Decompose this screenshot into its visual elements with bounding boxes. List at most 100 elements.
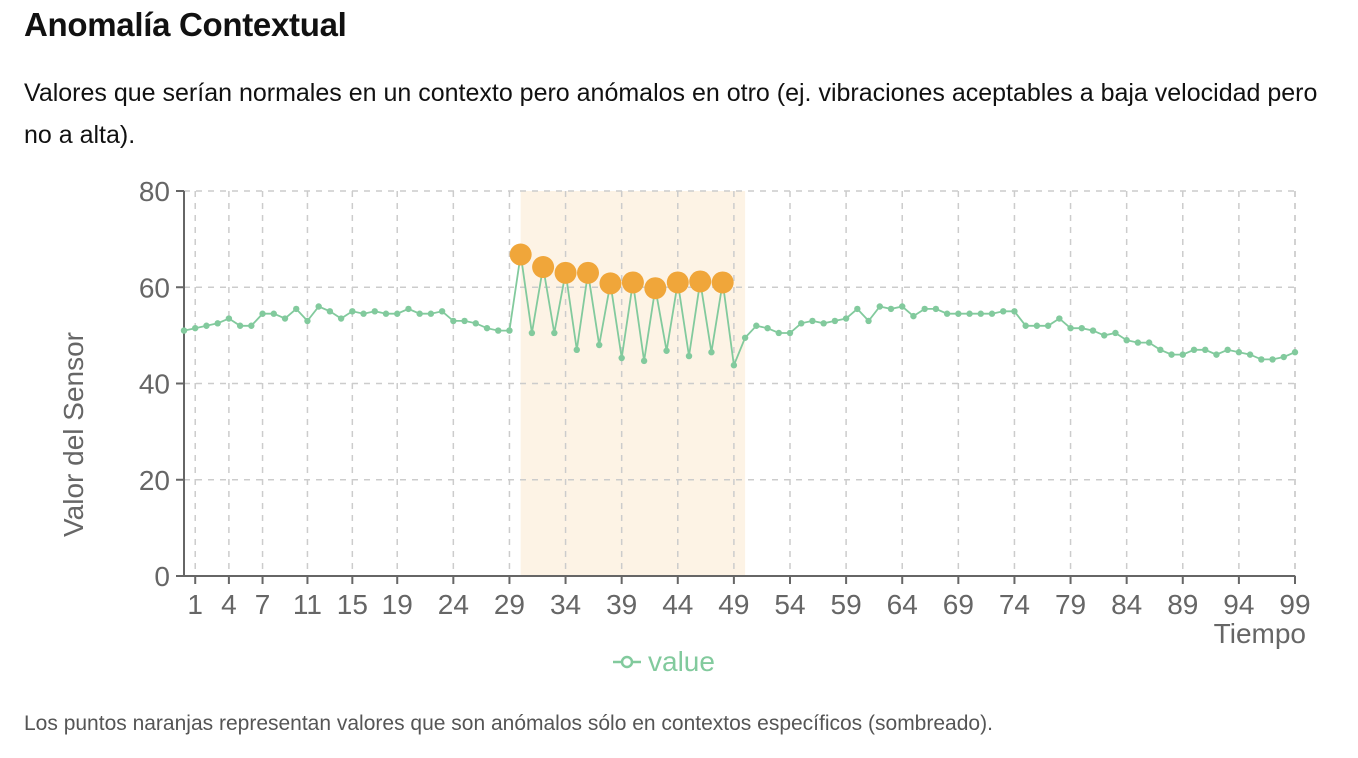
anomaly-point bbox=[666, 271, 689, 294]
data-point bbox=[427, 310, 435, 317]
data-point bbox=[1011, 308, 1018, 315]
data-point bbox=[887, 305, 895, 313]
data-point bbox=[259, 310, 266, 317]
y-tick-label: 20 bbox=[139, 465, 170, 496]
data-point bbox=[854, 305, 861, 313]
data-point bbox=[293, 305, 300, 313]
anomaly-point bbox=[621, 271, 644, 294]
legend[interactable]: value bbox=[612, 644, 715, 680]
data-point bbox=[1258, 356, 1265, 363]
data-point bbox=[1213, 351, 1220, 358]
data-point bbox=[1067, 324, 1074, 332]
y-tick-label: 80 bbox=[139, 176, 170, 207]
chart-container: 0 20 40 60 80 1 4 7 11 15 19 24 29 34 39 44 49 54 59 64 69 74… bbox=[0, 170, 1358, 690]
x-tick-label: 29 bbox=[494, 589, 525, 620]
data-point bbox=[495, 327, 502, 334]
y-tick-label: 60 bbox=[139, 272, 170, 303]
data-point bbox=[1179, 351, 1186, 358]
data-point bbox=[248, 322, 255, 329]
anomaly-point bbox=[532, 256, 555, 279]
data-point bbox=[663, 347, 670, 354]
data-point bbox=[214, 320, 221, 327]
data-point bbox=[394, 310, 401, 317]
data-point bbox=[1033, 322, 1041, 329]
data-point bbox=[472, 320, 479, 327]
data-point bbox=[640, 357, 648, 365]
data-point bbox=[1235, 349, 1243, 356]
data-point bbox=[1134, 339, 1142, 346]
data-point bbox=[943, 310, 951, 317]
legend-label: value bbox=[648, 646, 715, 677]
data-point bbox=[708, 349, 715, 356]
data-point bbox=[382, 310, 390, 317]
data-point bbox=[360, 310, 367, 317]
anomaly-point bbox=[577, 261, 599, 284]
series-line-value bbox=[183, 254, 1296, 369]
x-tick-label: 19 bbox=[382, 589, 413, 620]
x-tick-label: 64 bbox=[887, 589, 918, 620]
data-point bbox=[1078, 324, 1085, 332]
data-point bbox=[1246, 351, 1254, 358]
data-point bbox=[966, 310, 973, 317]
x-tick-label: 69 bbox=[943, 589, 974, 620]
data-point bbox=[1202, 346, 1209, 354]
x-tick-label: 15 bbox=[337, 589, 368, 620]
anomaly-point bbox=[689, 270, 712, 293]
data-point bbox=[551, 329, 558, 337]
x-tick-label: 34 bbox=[550, 589, 581, 620]
chart-svg: 0 20 40 60 80 1 4 7 11 15 19 24 29 34 39 44 49 54 59 64 69 74… bbox=[139, 176, 1311, 620]
x-tick-label: 44 bbox=[662, 589, 693, 620]
anomaly-point bbox=[509, 243, 532, 266]
y-axis-label: Valor del Sensor bbox=[59, 332, 89, 537]
data-point bbox=[618, 354, 625, 362]
x-tick-label: 99 bbox=[1279, 589, 1310, 620]
data-point bbox=[337, 315, 345, 322]
data-point bbox=[876, 303, 883, 310]
x-tick-label: 54 bbox=[774, 589, 805, 620]
data-point bbox=[1000, 308, 1007, 315]
data-point bbox=[1112, 329, 1119, 337]
data-point bbox=[1101, 332, 1108, 339]
data-point bbox=[1056, 315, 1063, 322]
data-point bbox=[326, 308, 334, 315]
data-point bbox=[596, 341, 603, 349]
anomaly-point bbox=[599, 272, 622, 295]
data-point bbox=[910, 312, 917, 320]
footnote: Los puntos naranjas representan valores … bbox=[24, 712, 993, 735]
data-point bbox=[528, 329, 536, 337]
anomaly-point bbox=[711, 271, 734, 294]
x-tick-label: 49 bbox=[718, 589, 749, 620]
x-tick-label: 79 bbox=[1055, 589, 1086, 620]
x-tick-label: 7 bbox=[255, 589, 271, 620]
data-point bbox=[349, 308, 356, 315]
data-point bbox=[798, 320, 805, 327]
data-point bbox=[932, 305, 940, 313]
data-point bbox=[405, 305, 412, 313]
page-title: Anomalía Contextual bbox=[24, 6, 347, 43]
x-tick-label: 74 bbox=[999, 589, 1030, 620]
x-tick-label: 59 bbox=[831, 589, 862, 620]
x-axis-label: Tiempo bbox=[1213, 618, 1306, 649]
data-point bbox=[225, 315, 233, 322]
data-point bbox=[1157, 346, 1164, 354]
data-point bbox=[450, 317, 457, 325]
data-point bbox=[685, 352, 693, 360]
x-tick-label: 1 bbox=[187, 589, 203, 620]
data-point bbox=[1291, 349, 1299, 356]
data-point bbox=[1280, 353, 1287, 361]
data-point bbox=[1123, 336, 1130, 344]
data-point bbox=[281, 315, 289, 322]
x-tick-label: 84 bbox=[1111, 589, 1142, 620]
x-tick-label: 4 bbox=[221, 589, 237, 620]
y-tick-label: 40 bbox=[139, 369, 170, 400]
data-point bbox=[988, 310, 996, 317]
data-point bbox=[371, 308, 378, 315]
data-point bbox=[483, 324, 491, 332]
data-point bbox=[315, 303, 322, 310]
data-point bbox=[741, 334, 749, 341]
data-point bbox=[180, 327, 188, 334]
data-point bbox=[921, 305, 928, 313]
data-point bbox=[1022, 322, 1029, 329]
x-tick-label: 39 bbox=[606, 589, 637, 620]
data-point bbox=[1190, 346, 1198, 354]
